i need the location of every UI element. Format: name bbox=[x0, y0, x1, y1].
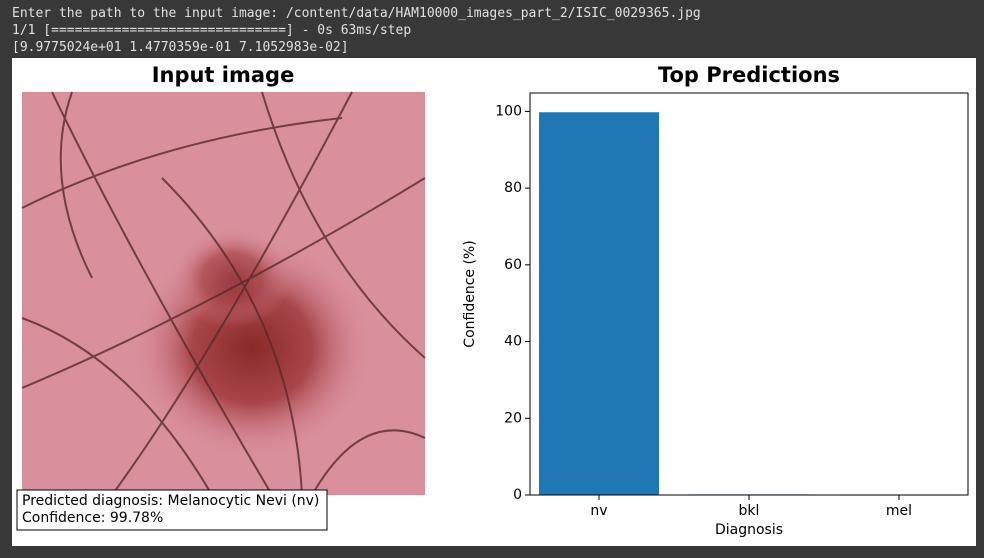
plot-frame bbox=[529, 92, 969, 496]
console-line: 1/1 [==============================] - 0… bbox=[12, 23, 412, 38]
y-tick-label: 80 bbox=[504, 180, 522, 196]
y-tick-label: 20 bbox=[504, 410, 522, 426]
console-line: [9.9775024e+01 1.4770359e-01 7.1052983e-… bbox=[12, 40, 349, 55]
y-tick-label: 100 bbox=[495, 103, 522, 119]
x-axis-label: Diagnosis bbox=[715, 522, 783, 538]
annotation-line: Predicted diagnosis: Melanocytic Nevi (n… bbox=[22, 493, 319, 509]
image-title: Input image bbox=[152, 63, 295, 87]
y-axis-label: Confidence (%) bbox=[462, 240, 478, 347]
y-tick-label: 40 bbox=[504, 334, 522, 350]
skin-image bbox=[21, 91, 426, 496]
x-tick-label: mel bbox=[886, 503, 912, 519]
annotation-box bbox=[16, 489, 328, 531]
y-tick-label: 60 bbox=[504, 257, 522, 273]
x-tick-label: bkl bbox=[739, 503, 760, 519]
y-tick-label: 0 bbox=[513, 487, 522, 503]
x-tick-label: nv bbox=[590, 503, 607, 519]
figure: Input image Predicted diagnosis: Melanoc… bbox=[12, 58, 976, 546]
bar bbox=[539, 112, 659, 495]
annotation-line: Confidence: 99.78% bbox=[22, 510, 163, 526]
chart-title: Top Predictions bbox=[658, 63, 840, 87]
console-line: Enter the path to the input image: /cont… bbox=[12, 6, 701, 21]
